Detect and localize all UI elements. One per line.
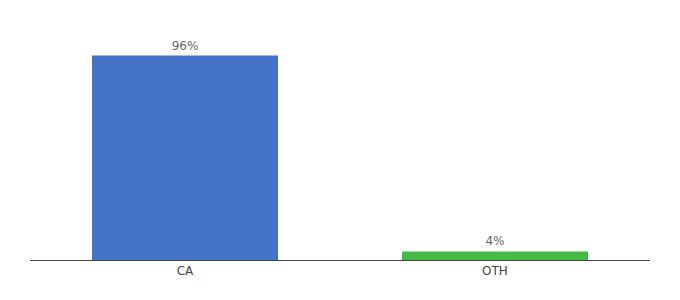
svg-text:CA: CA	[177, 264, 194, 278]
svg-text:4%: 4%	[485, 234, 504, 248]
svg-text:OTH: OTH	[482, 264, 508, 278]
svg-text:96%: 96%	[172, 39, 199, 53]
